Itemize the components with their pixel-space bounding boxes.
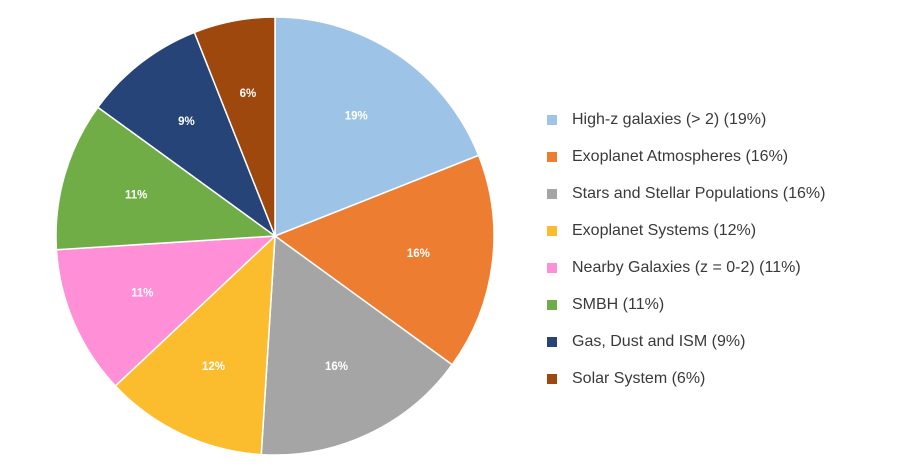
legend-label: SMBH (11%) xyxy=(572,296,665,314)
legend-item-nearby-galaxies-z-0-2-11: Nearby Galaxies (z = 0-2) (11%) xyxy=(547,249,825,286)
pie-slice-5 xyxy=(55,106,278,251)
slice-label-6: 9% xyxy=(178,116,195,128)
pie-data-labels: 19% 16% 16% 12% 11% 11% 9% 6% xyxy=(125,88,430,373)
legend-swatch xyxy=(547,151,557,162)
legend-swatch xyxy=(547,225,557,236)
legend-swatch xyxy=(547,188,557,199)
legend-label: Solar System (6%) xyxy=(572,370,706,388)
slice-label-3: 12% xyxy=(202,361,225,373)
pie-slice-1 xyxy=(273,154,495,366)
pie-slice-4 xyxy=(55,235,278,387)
legend-item-gas-dust-and-ism-9: Gas, Dust and ISM (9%) xyxy=(547,324,825,361)
legend-swatch xyxy=(547,337,557,348)
slice-label-4: 11% xyxy=(131,287,153,299)
legend-label: High-z galaxies (> 2) (19%) xyxy=(572,110,767,128)
legend-item-exoplanet-systems-12: Exoplanet Systems (12%) xyxy=(547,212,825,249)
pie-slice-6 xyxy=(96,31,277,239)
legend-label: Nearby Galaxies (z = 0-2) (11%) xyxy=(572,258,801,276)
legend-item-exoplanet-atmospheres-16: Exoplanet Atmospheres (16%) xyxy=(547,138,825,175)
slice-label-0: 19% xyxy=(345,110,368,122)
legend: High-z galaxies (> 2) (19%) Exoplanet Atm… xyxy=(547,101,825,398)
pie-slice-2 xyxy=(260,234,454,456)
legend-item-smbh-11: SMBH (11%) xyxy=(547,286,825,323)
legend-swatch xyxy=(547,114,557,125)
legend-item-solar-system-6: Solar System (6%) xyxy=(547,361,825,398)
legend-label: Gas, Dust and ISM (9%) xyxy=(572,333,746,351)
legend-item-stars-and-stellar-populations-16: Stars and Stellar Populations (16%) xyxy=(547,175,825,212)
slice-label-1: 16% xyxy=(407,248,430,260)
slice-label-2: 16% xyxy=(325,361,348,373)
slice-label-7: 6% xyxy=(240,88,257,100)
legend-label: Exoplanet Atmospheres (16%) xyxy=(572,147,789,165)
legend-label: Exoplanet Systems (12%) xyxy=(572,221,757,239)
pie-slice-0 xyxy=(274,16,480,238)
slice-label-5: 11% xyxy=(125,190,147,202)
legend-label: Stars and Stellar Populations (16%) xyxy=(572,184,826,202)
pie-slice-3 xyxy=(114,234,276,456)
legend-swatch xyxy=(547,300,557,311)
pie-slices xyxy=(55,16,495,456)
pie-slice-7 xyxy=(193,16,276,237)
legend-swatch xyxy=(547,374,557,385)
legend-item-high-z-galaxies-2-19: High-z galaxies (> 2) (19%) xyxy=(547,101,825,138)
legend-swatch xyxy=(547,262,557,273)
